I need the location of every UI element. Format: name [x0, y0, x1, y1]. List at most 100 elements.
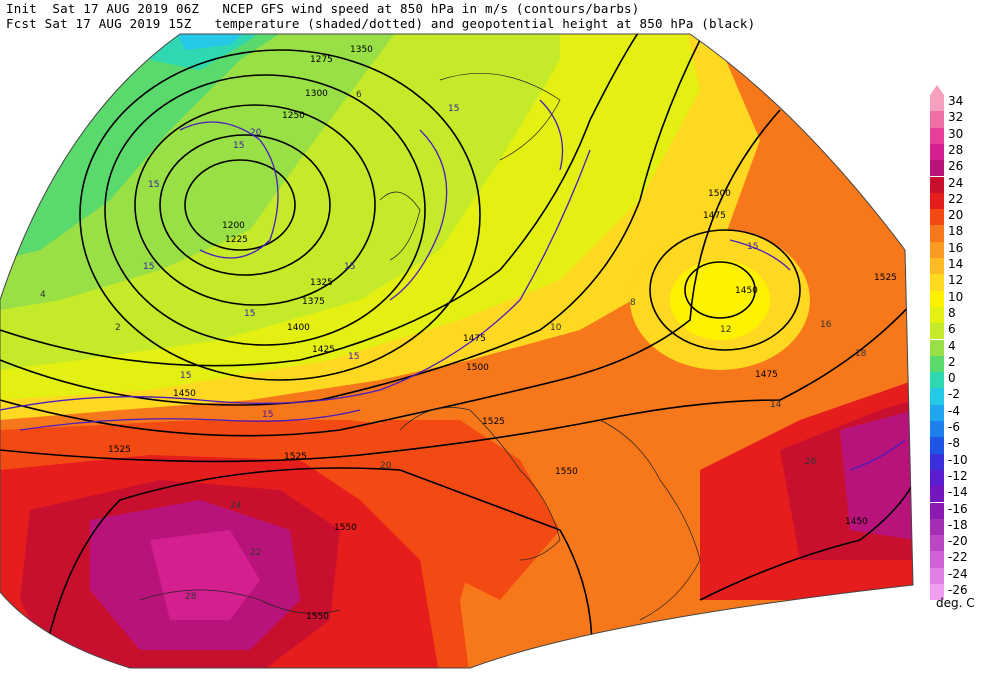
legend-tick-label: 20	[948, 208, 964, 223]
height-label: 1450	[845, 517, 868, 527]
temp-label: 14	[770, 400, 782, 410]
temp-label: 18	[855, 349, 867, 359]
legend-tick-label: 28	[948, 142, 964, 157]
height-label: 1500	[708, 189, 731, 199]
height-label: 1375	[302, 297, 325, 307]
legend-swatch	[930, 111, 944, 128]
temp-label: 16	[820, 320, 832, 330]
legend-swatch	[930, 551, 944, 568]
legend-tick-label: 12	[948, 273, 964, 288]
legend-tick-label: 2	[948, 354, 956, 369]
temp-label: 26	[805, 457, 817, 467]
height-label: 1500	[466, 363, 489, 373]
height-label: 1450	[173, 389, 196, 399]
legend-swatch	[930, 584, 944, 601]
legend-tick-label: -20	[948, 534, 968, 549]
legend-tick-label: 6	[948, 322, 956, 337]
italy-band	[380, 420, 560, 600]
height-label: 1275	[310, 55, 333, 65]
wind-label: 15	[244, 309, 255, 319]
height-label: 1525	[108, 445, 131, 455]
legend-tick-label: 14	[948, 257, 964, 271]
legend-tick-label: 18	[948, 224, 964, 239]
temp-label: 20	[380, 461, 392, 471]
legend-swatch	[930, 225, 944, 242]
legend-swatch	[930, 306, 944, 324]
legend-tick-label: -18	[948, 517, 968, 532]
legend-swatch	[930, 290, 944, 307]
temp-label: 2	[115, 323, 121, 333]
height-label: 1550	[555, 467, 578, 477]
legend-tick-label: 8	[948, 305, 956, 320]
legend-arrow-icon	[930, 85, 944, 95]
legend-swatch	[930, 143, 944, 161]
wind-label: 15	[233, 141, 244, 151]
wind-label: 15	[344, 262, 355, 272]
legend-swatch	[930, 567, 944, 584]
legend-tick-label: -6	[948, 420, 960, 434]
legend-tick-label: -24	[948, 566, 968, 581]
legend-tick-label: -8	[948, 436, 960, 451]
wind-labels: 15 20 15 15 15 15 15 15 15 15 15	[143, 104, 758, 420]
legend-swatch	[930, 535, 944, 552]
legend-swatch	[930, 518, 944, 536]
legend-tick-label: 30	[948, 126, 964, 141]
temp-label: 6	[356, 90, 362, 100]
legend-tick-label: -26	[948, 583, 968, 597]
legend-tick-label: 4	[948, 338, 956, 353]
temp-label: 28	[185, 592, 197, 602]
height-contours	[0, 34, 913, 668]
legend-tick-label: 10	[948, 289, 964, 304]
wind-label: 15	[148, 180, 159, 190]
map-title-line1: Init Sat 17 AUG 2019 06Z NCEP GFS wind s…	[6, 1, 640, 16]
height-label: 1325	[310, 278, 333, 288]
wind-label: 20	[250, 128, 262, 138]
legend-swatch	[930, 241, 944, 258]
map-title-line2: Fcst Sat 17 AUG 2019 15Z temperature (sh…	[6, 16, 756, 31]
temp-label: 10	[550, 323, 562, 333]
weather-map: 1350 1300 1275 1250 1200 1225 1325 1375 …	[0, 33, 914, 669]
height-label: 1225	[225, 235, 248, 245]
temp-band-28	[150, 530, 260, 620]
legend-tick-label: -2	[948, 387, 960, 402]
coastlines	[139, 72, 701, 621]
height-label: 1475	[703, 211, 726, 221]
legend-swatch	[930, 323, 944, 340]
wind-label: 15	[448, 104, 459, 114]
legend-tick-label: -4	[948, 403, 960, 418]
legend-tick-label: 0	[948, 371, 956, 386]
legend-swatch	[930, 437, 944, 454]
height-label: 1475	[463, 334, 486, 344]
legend-tick-label: -12	[948, 468, 968, 483]
height-label: 1400	[287, 323, 310, 333]
legend-swatch	[930, 486, 944, 503]
temp-label: 8	[630, 298, 636, 308]
legend-swatch	[930, 95, 944, 112]
legend-units: deg. C	[936, 596, 975, 610]
wind-label: 15	[180, 371, 191, 381]
height-label: 1200	[222, 221, 245, 231]
wind-label: 15	[747, 242, 758, 252]
legend-swatch	[930, 355, 944, 373]
height-label: 1525	[482, 417, 505, 427]
legend-swatch	[930, 453, 944, 470]
temp-band-neg2	[170, 34, 260, 50]
legend-swatch	[930, 372, 944, 389]
temp-label: 4	[40, 290, 46, 300]
legend-tick-label: 32	[948, 110, 964, 125]
legend-swatch	[930, 160, 944, 177]
temp-label: 24	[230, 501, 242, 511]
legend-tick-label: -16	[948, 501, 968, 516]
height-label: 1525	[284, 452, 307, 462]
temperature-shading	[0, 34, 913, 668]
legend-tick-label: 26	[948, 159, 964, 174]
height-label: 1450	[735, 286, 758, 296]
legend-tick-label: -22	[948, 550, 968, 565]
wind-label: 15	[348, 352, 359, 362]
height-label: 1475	[755, 370, 778, 380]
legend-swatch	[930, 176, 944, 193]
height-label: 1425	[312, 345, 335, 355]
legend-tick-label: -14	[948, 485, 968, 500]
legend-tick-label: 16	[948, 240, 964, 255]
height-label: 1525	[874, 273, 897, 283]
